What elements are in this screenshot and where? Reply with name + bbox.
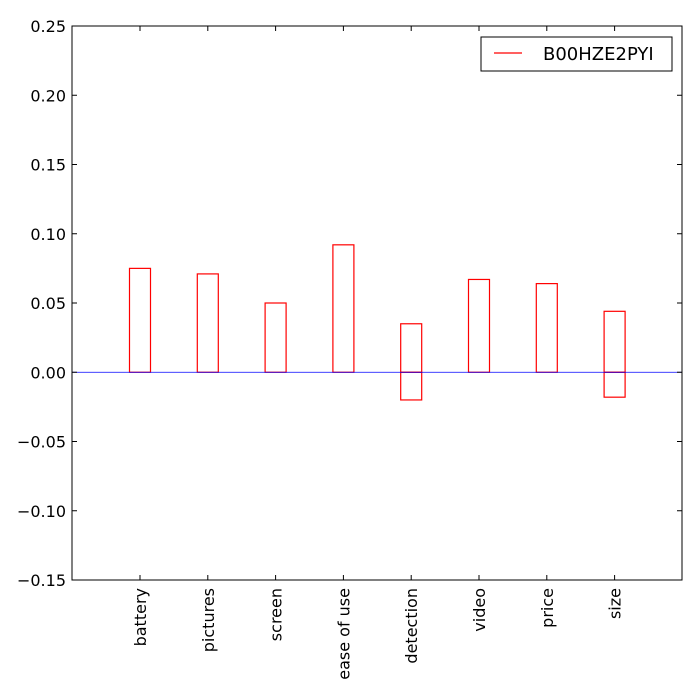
y-tick-label: −0.15 xyxy=(17,571,66,590)
y-tick-label: 0.10 xyxy=(30,225,66,244)
y-tick-label: 0.05 xyxy=(30,294,66,313)
y-tick-label: 0.25 xyxy=(30,17,66,36)
y-tick-label: 0.15 xyxy=(30,156,66,175)
bar-positive-ease-of-use xyxy=(332,244,355,373)
legend-label: B00HZE2PYI xyxy=(543,44,654,65)
y-tick-label: 0.00 xyxy=(30,363,66,382)
y-tick-label: 0.20 xyxy=(30,86,66,105)
x-tick-label: detection xyxy=(402,588,421,664)
x-tick-label: battery xyxy=(131,588,150,646)
bar-positive-pictures xyxy=(196,273,219,373)
x-tick-label: pictures xyxy=(199,588,218,652)
y-tick-label: −0.05 xyxy=(17,433,66,452)
bar-negative-detection xyxy=(400,371,423,401)
x-tick-label: size xyxy=(606,588,625,619)
x-tick-label: video xyxy=(470,588,489,632)
legend: B00HZE2PYI xyxy=(480,36,673,72)
legend-box xyxy=(480,36,673,72)
bar-positive-battery xyxy=(128,267,152,373)
x-tick-label: price xyxy=(538,588,557,628)
bar-positive-detection xyxy=(400,323,423,373)
x-tick-label: screen xyxy=(267,588,286,641)
x-axis-ticks: battery pictures screen ease of use detectio… xyxy=(131,26,625,680)
bars-layer xyxy=(128,244,626,401)
bar-positive-size xyxy=(603,310,626,373)
bar-positive-screen xyxy=(264,302,287,373)
bar-positive-video xyxy=(467,278,491,373)
y-axis-ticks: −0.15 −0.10 −0.05 0.00 0.05 0.10 0.15 0.20 0.25 xyxy=(17,17,682,590)
bar-positive-price xyxy=(535,283,558,373)
plot-area-frame xyxy=(71,25,683,581)
bar-negative-size xyxy=(603,371,626,398)
x-tick-label: ease of use xyxy=(334,588,353,680)
y-tick-label: −0.10 xyxy=(17,502,66,521)
